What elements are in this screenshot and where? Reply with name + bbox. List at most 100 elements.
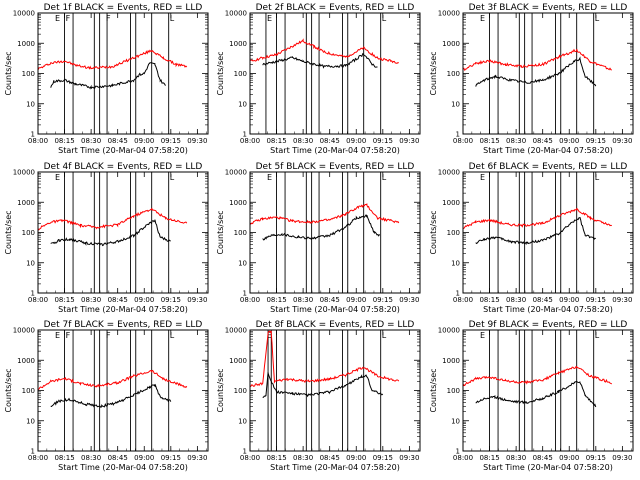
chart-panel: Det 6f BLACK = Events, RED = LLD Counts/s…	[429, 162, 634, 314]
x-tick-label: 08:45	[533, 137, 553, 145]
x-tick-label: 08:00	[240, 296, 260, 304]
x-tick-label: 08:45	[533, 454, 553, 462]
x-tick-label: 08:45	[108, 454, 128, 462]
event-marker: L	[382, 14, 387, 23]
x-tick-label: 09:15	[161, 296, 181, 304]
y-tick-label: 1	[243, 131, 247, 139]
event-marker: L	[170, 331, 175, 340]
series-lld-line	[249, 38, 399, 64]
x-tick-label: 08:15	[266, 454, 286, 462]
x-tick-label: 08:00	[28, 454, 48, 462]
plot-frame	[249, 12, 421, 135]
x-tick-label: 08:15	[54, 137, 74, 145]
chart-title: Det 1f BLACK = Events, RED = LLD	[44, 3, 203, 13]
x-tick-label: 08:00	[453, 137, 473, 145]
x-axis-label: Start Time (20-Mar-04 07:58:20)	[483, 463, 613, 472]
chart-panel: Det 7f BLACK = Events, RED = LLD Counts/s…	[4, 320, 209, 472]
chart-panel: Det 8f BLACK = Events, RED = LLD Counts/s…	[216, 320, 421, 472]
event-marker: L	[382, 331, 387, 340]
series-events-line	[50, 383, 172, 409]
y-tick-label: 100	[22, 229, 35, 237]
x-tick-label: 09:00	[134, 454, 154, 462]
x-tick-label: 08:30	[81, 454, 101, 462]
chart-panel: Det 1f BLACK = Events, RED = LLD Counts/s…	[4, 3, 209, 155]
chart-title: Det 4f BLACK = Events, RED = LLD	[44, 162, 203, 172]
y-tick-label: 10	[238, 417, 247, 425]
x-tick-label: 09:00	[346, 137, 366, 145]
y-tick-label: 100	[22, 387, 35, 395]
x-axis-label: Start Time (20-Mar-04 07:58:20)	[270, 146, 400, 155]
chart-title: Det 3f BLACK = Events, RED = LLD	[469, 3, 628, 13]
x-axis-label: Start Time (20-Mar-04 07:58:20)	[483, 305, 613, 314]
y-tick-label: 1000	[442, 357, 460, 365]
series-events-line	[262, 372, 384, 398]
x-tick-label: 08:15	[54, 454, 74, 462]
y-axis-label: Counts/sec	[216, 368, 225, 412]
x-tick-label: 08:15	[266, 296, 286, 304]
y-tick-label: 100	[234, 70, 247, 78]
chart-title: Det 7f BLACK = Events, RED = LLD	[44, 320, 203, 330]
event-marker: L	[170, 173, 175, 182]
y-axis-label: Counts/sec	[429, 210, 438, 254]
x-tick-label: 08:00	[453, 454, 473, 462]
event-marker: E	[55, 14, 60, 23]
y-tick-label: 1	[456, 290, 460, 298]
x-tick-label: 08:45	[320, 137, 340, 145]
plot-frame	[249, 329, 421, 452]
plot-frame	[462, 329, 634, 452]
y-tick-label: 1000	[442, 40, 460, 48]
x-tick-label: 08:45	[108, 137, 128, 145]
y-tick-label: 1000	[17, 40, 35, 48]
x-tick-label: 08:00	[453, 296, 473, 304]
series-lld-line	[462, 48, 613, 72]
x-tick-label: 09:15	[373, 454, 393, 462]
event-marker: E	[480, 331, 485, 340]
x-tick-label: 09:00	[346, 296, 366, 304]
y-tick-label: 1000	[17, 357, 35, 365]
x-tick-label: 09:30	[612, 454, 632, 462]
y-tick-label: 10000	[438, 169, 460, 177]
series-events-line	[475, 380, 597, 408]
chart-title: Det 6f BLACK = Events, RED = LLD	[469, 162, 628, 172]
x-tick-label: 09:00	[559, 137, 579, 145]
series-lld-line	[249, 203, 400, 225]
x-tick-label: 09:30	[187, 137, 207, 145]
y-tick-label: 10000	[13, 10, 35, 18]
event-marker: E	[267, 173, 272, 182]
series-lld-line	[37, 49, 188, 71]
chart-panel: Det 9f BLACK = Events, RED = LLD Counts/s…	[429, 320, 634, 472]
event-marker: L	[595, 173, 600, 182]
x-tick-label: 08:30	[506, 137, 526, 145]
y-tick-label: 1	[456, 131, 460, 139]
y-tick-label: 1	[456, 448, 460, 456]
series-events-line	[50, 219, 171, 247]
x-tick-label: 08:45	[533, 296, 553, 304]
x-tick-label: 09:15	[373, 137, 393, 145]
plot-frame	[37, 12, 209, 135]
y-axis-label: Counts/sec	[429, 51, 438, 95]
event-marker: F	[66, 331, 71, 340]
x-tick-label: 08:45	[108, 296, 128, 304]
x-tick-label: 09:15	[161, 454, 181, 462]
y-axis-label: Counts/sec	[4, 51, 13, 95]
y-tick-label: 10	[238, 100, 247, 108]
y-tick-label: 100	[447, 387, 460, 395]
event-marker: E	[267, 14, 272, 23]
y-tick-label: 100	[447, 229, 460, 237]
y-tick-label: 1	[31, 131, 35, 139]
plot-frame	[37, 329, 209, 452]
x-tick-label: 09:00	[559, 296, 579, 304]
x-tick-label: 09:00	[134, 137, 154, 145]
chart-panel: Det 5f BLACK = Events, RED = LLD Counts/s…	[216, 162, 421, 314]
x-axis-label: Start Time (20-Mar-04 07:58:20)	[58, 463, 188, 472]
x-tick-label: 08:15	[479, 296, 499, 304]
y-tick-label: 1000	[442, 199, 460, 207]
x-tick-label: 08:00	[28, 296, 48, 304]
series-lld-line	[462, 365, 613, 387]
y-axis-label: Counts/sec	[216, 210, 225, 254]
event-marker: L	[595, 14, 600, 23]
x-axis-label: Start Time (20-Mar-04 07:58:20)	[270, 305, 400, 314]
chart-title: Det 8f BLACK = Events, RED = LLD	[256, 320, 415, 330]
x-tick-label: 09:30	[612, 296, 632, 304]
series-events-line	[50, 62, 166, 90]
